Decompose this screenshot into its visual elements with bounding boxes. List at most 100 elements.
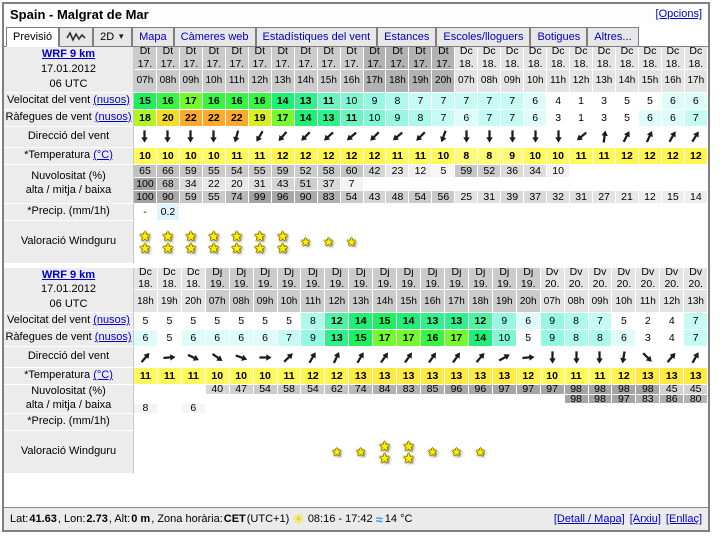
cloud-low-cell: 32 <box>547 190 571 204</box>
cloud-high-cell: 45 <box>660 385 685 395</box>
cloud-col: 97 <box>516 385 541 414</box>
cloud-high-cell: 23 <box>386 164 410 178</box>
table-row: *Temperatura (°C) 11 11 11 10 10 10 11 12 12 13 13 1… <box>4 368 708 386</box>
cloud-col: 31 <box>570 164 594 204</box>
cloud-high-cell <box>570 164 594 178</box>
row-label: *Temperatura (°C) <box>4 147 134 165</box>
precip-cell <box>564 413 589 431</box>
tab-altres-[interactable]: Altres... <box>587 27 639 46</box>
model-link[interactable]: WRF 9 km <box>41 48 96 60</box>
wind-gust-cell: 18 <box>134 109 157 127</box>
rating-cell: ★ <box>444 430 469 474</box>
wind-speed-cell: 13 <box>444 313 469 331</box>
wind-speed-cell: 6 <box>684 92 708 110</box>
rating-cell: ★ <box>421 430 445 474</box>
cloud-mid-cell <box>661 177 685 191</box>
wind-arrow-icon <box>378 351 391 364</box>
wind-direction-cell <box>248 126 272 148</box>
cloud-mid-cell: 98 <box>588 394 613 405</box>
rating-cell: ★ <box>325 430 350 474</box>
wind-speed-cell: 13 <box>421 313 445 331</box>
cloud-col: 42 43 <box>363 164 387 204</box>
day-header-cell: Dj 19. <box>325 267 350 291</box>
precip-cell <box>661 203 685 221</box>
hour-header-cell: 19h <box>492 290 517 314</box>
detail-map-link[interactable]: [Detall / Mapa] <box>553 513 625 525</box>
cloud-col: 98 97 <box>612 385 637 414</box>
knots-link[interactable]: (nusos) <box>93 314 130 327</box>
table-header-row: WRF 9 km 17.01.2012 06 UTC Dt 17. 07h Dt 17. 08h… <box>4 47 708 93</box>
precip-cell <box>271 203 295 221</box>
tab-escoles-lloguers[interactable]: Escoles/lloguers <box>436 27 531 46</box>
header-col: Dt 17. 14h <box>294 47 318 93</box>
model-link[interactable]: WRF 9 km <box>41 268 96 281</box>
knots-link[interactable]: (nusos) <box>94 110 132 123</box>
tab-botigues[interactable]: Botigues <box>530 27 588 46</box>
precip-cell <box>638 203 662 221</box>
precip-cell <box>501 203 525 221</box>
cloud-low-cell <box>588 404 613 414</box>
wind-gust-cell: 7 <box>684 330 708 348</box>
wind-gust-cell: 20 <box>156 109 180 127</box>
tab-estances[interactable]: Estances <box>377 27 437 46</box>
wind-arrow-icon <box>522 351 535 364</box>
temperature-cell: 11 <box>588 368 613 386</box>
rating-cell: ★ ★ <box>248 220 272 264</box>
hour-header-cell: 11h <box>636 290 661 314</box>
cloud-high-cell: 59 <box>271 164 295 178</box>
cloud-high-cell: 58 <box>317 164 341 178</box>
cloud-high-cell: 97 <box>492 385 517 395</box>
wind-direction-cell <box>229 347 254 369</box>
tab-graph[interactable] <box>59 27 94 46</box>
tab-previsio[interactable]: Previsió <box>6 27 60 47</box>
options-link[interactable]: [Opcions] <box>655 8 702 20</box>
wind-speed-cell: 6 <box>661 92 685 110</box>
wind-direction-cell <box>638 126 662 148</box>
precip-cell <box>570 203 594 221</box>
tab-label: Escoles/lloguers <box>443 31 524 43</box>
tab-mapa[interactable]: Mapa <box>132 27 174 46</box>
rating-cell <box>661 220 685 264</box>
wind-arrow-icon <box>598 130 611 143</box>
rating-cell: ★ <box>349 430 374 474</box>
temperature-cell: 11 <box>157 368 182 386</box>
knots-link[interactable]: (nusos) <box>94 331 132 344</box>
permalink-link[interactable]: [Enllaç] <box>665 513 702 525</box>
wind-gust-cell: 3 <box>593 109 617 127</box>
wind-gust-cell: 6 <box>229 330 254 348</box>
celsius-link[interactable]: (°C) <box>93 148 113 161</box>
celsius-link[interactable]: (°C) <box>93 369 113 382</box>
rating-cell <box>612 430 637 474</box>
temperature-cell: 13 <box>421 368 445 386</box>
tab-label: 2D <box>100 31 115 43</box>
tab-c-meres-web[interactable]: Càmeres web <box>173 27 256 46</box>
rating-cell <box>455 220 479 264</box>
archive-link[interactable]: [Arxiu] <box>629 513 661 525</box>
wind-gust-cell: 6 <box>661 109 685 127</box>
header-col: Dc 18. 16h <box>661 47 685 93</box>
wind-direction-cell <box>363 126 387 148</box>
cloud-low-cell <box>540 404 565 414</box>
cloud-low-cell: 6 <box>181 404 206 414</box>
day-header-cell: Dc 18. <box>593 47 617 70</box>
wind-direction-cell <box>564 347 589 369</box>
cloud-mid-cell <box>181 394 206 405</box>
day-header-cell: Dt 17. <box>386 47 410 70</box>
cloud-col: 74 <box>349 385 374 414</box>
knots-link[interactable]: (nusos) <box>93 93 130 106</box>
wind-arrow-icon <box>643 130 656 143</box>
tab-2d[interactable]: 2D ▼ <box>93 27 133 46</box>
cloud-high-cell: 60 <box>340 164 364 178</box>
cloud-low-cell: 90 <box>156 190 180 204</box>
wind-direction-cell <box>202 126 226 148</box>
cloud-mid-cell: 51 <box>294 177 318 191</box>
wind-arrow-icon <box>276 130 289 143</box>
cloud-low-cell <box>397 404 422 414</box>
rating-cell <box>547 220 571 264</box>
day-header-cell: Dc 18. <box>501 47 525 70</box>
cloud-high-cell: 42 <box>363 164 387 178</box>
wind-gust-cell: 11 <box>340 109 364 127</box>
day-header-cell: Dt 17. <box>409 47 433 70</box>
tab-estad-stiques-del-vent[interactable]: Estadístiques del vent <box>255 27 378 46</box>
spot-title: Spain - Malgrat de Mar <box>10 6 149 22</box>
